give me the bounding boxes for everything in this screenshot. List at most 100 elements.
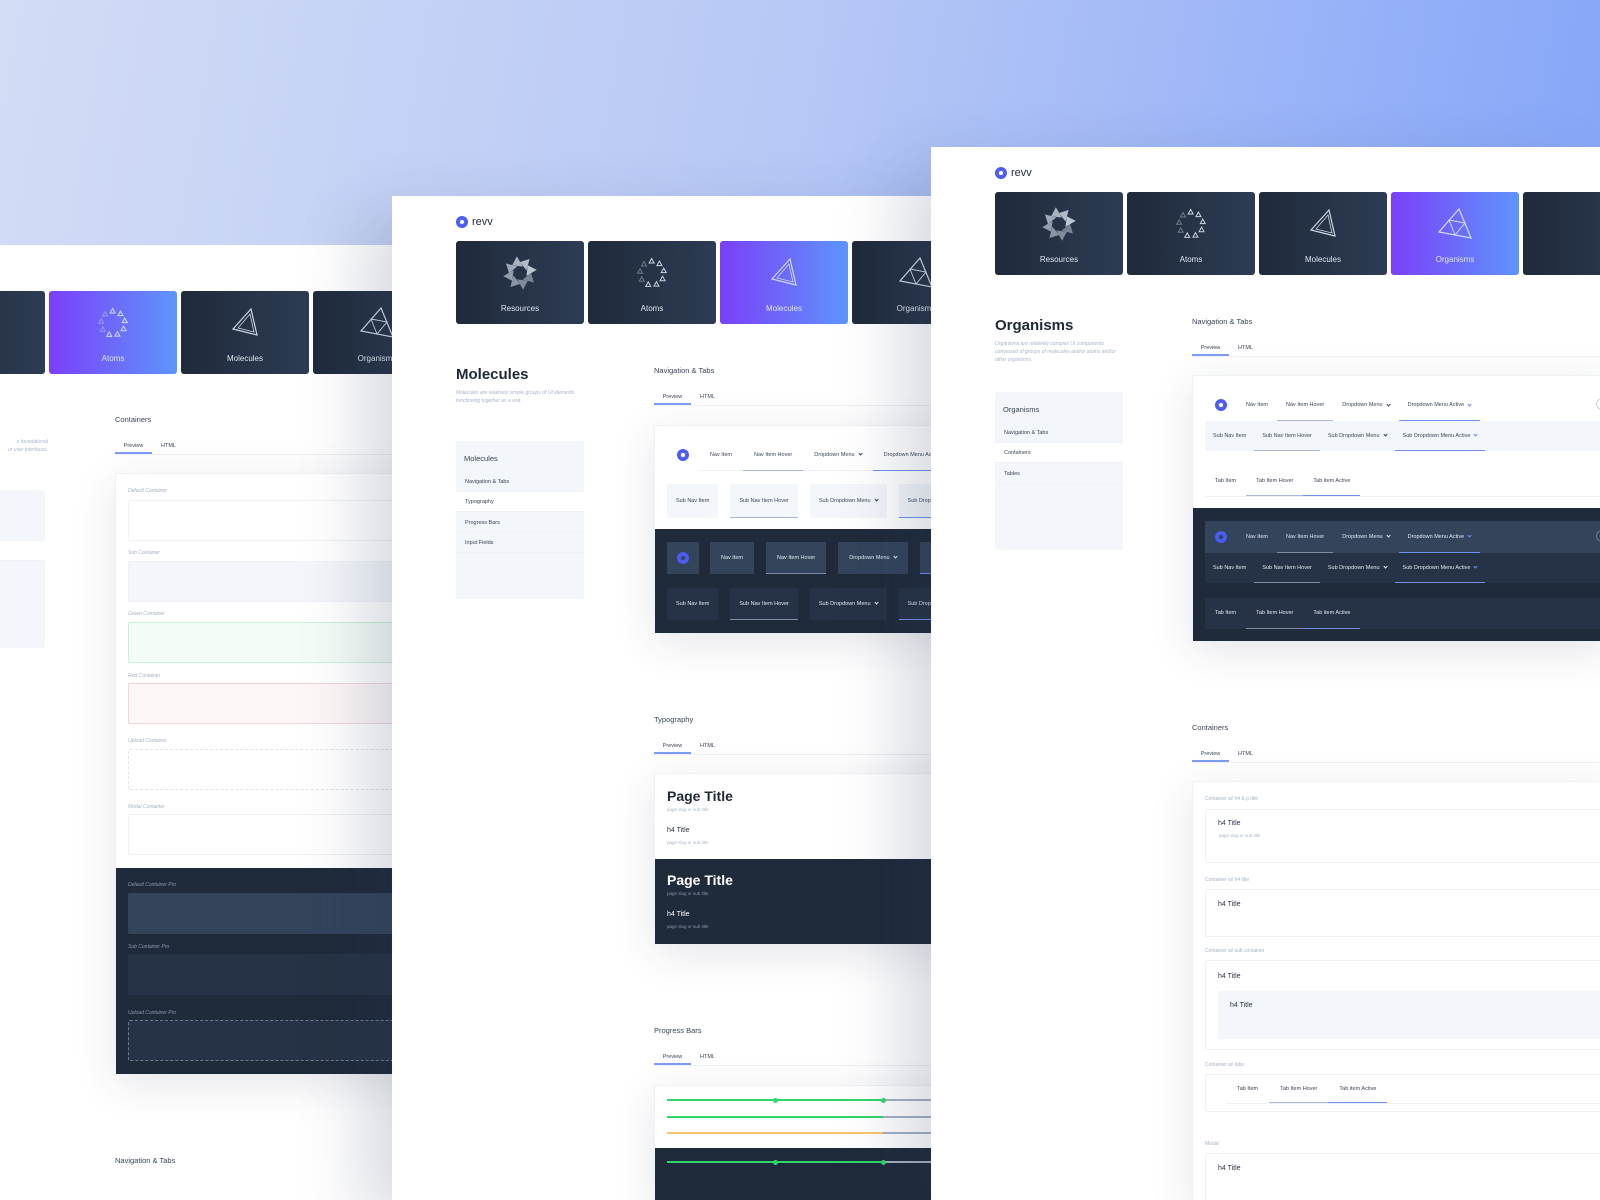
chevron-down-icon [1467,401,1472,407]
sub-nav-item-1[interactable]: Sub Nav Item Hover [1254,421,1320,451]
sub-nav-item-3[interactable]: Sub Dropdown Menu Active [898,588,931,620]
dark-nav-preview: Nav Item Nav Item Hover Dropdown Menu Dropd… [655,529,931,633]
category-card-molecules[interactable]: Molecules [181,291,309,374]
nav-item-3[interactable]: Dropdown Menu Active [1398,521,1481,553]
sub-nav-item-0[interactable]: Sub Nav Item [667,484,719,518]
sidebar-item-containers[interactable]: Containers [995,443,1123,463]
progress-bar [667,1132,931,1134]
sidebar: Organisms Navigation & Tabs Containers T… [995,392,1123,550]
tab-html[interactable]: HTML [1238,751,1253,757]
nav-item-1[interactable]: Nav Item Hover [743,439,804,471]
tab-item-2[interactable]: Tab item Active [1303,598,1361,629]
sub-nav-item-0[interactable]: Sub Nav Item [1205,553,1254,583]
logo-item[interactable] [1205,390,1237,421]
nav-item-1[interactable]: Nav Item Hover [766,542,827,574]
nav-item-2[interactable]: Dropdown Menu [1333,521,1398,553]
nav-item-3[interactable]: Dropdown Menu Active [1398,390,1481,421]
tab-preview[interactable]: Preview [654,392,691,405]
sub-nav-item-3[interactable]: Sub Dropdown Menu Active [1394,421,1486,451]
category-card-resources[interactable]: Resources [995,192,1123,275]
tab-html[interactable]: HTML [161,443,176,449]
petal-shape [526,265,537,276]
dark-containers: Default Container Pro Sub Container Pro … [116,868,392,1074]
sidebar-item-navigation-tabs[interactable]: Navigation & Tabs [456,472,584,492]
tab-item-0[interactable]: Tab Item [1205,598,1246,629]
modal-container [128,814,392,855]
sidebar-item-selected[interactable] [0,541,45,561]
description-line: ur user interfaces. [7,447,48,453]
nav-item-2[interactable]: Dropdown Menu [1333,390,1398,421]
nav-item-0[interactable]: Nav Item [699,439,744,471]
brand-logo[interactable]: revv [995,167,1032,179]
category-card-resources[interactable] [0,291,45,374]
sidebar-item-input-fields[interactable]: Input Fields [456,533,584,553]
sub-nav-item-2[interactable]: Sub Dropdown Menu [809,588,887,620]
tab-item-2[interactable]: Tab item Active [1328,1075,1388,1103]
sidebar-item-navigation-tabs[interactable]: Navigation & Tabs [995,423,1123,443]
category-card-atoms[interactable]: Atoms [588,241,716,324]
triangle-shape [1195,211,1202,218]
nav-item-label: Sub Dropdown Menu [818,497,871,504]
logo-item[interactable] [667,439,699,471]
sub-nav-item-3[interactable]: Sub Dropdown Menu Active [898,484,931,518]
category-card-organisms[interactable]: Organisms [852,241,931,324]
category-card-next[interactable] [1523,192,1600,275]
category-card-organisms[interactable]: Organisms [313,291,392,374]
sub-nav-item-1[interactable]: Sub Nav Item Hover [730,484,798,518]
category-card-resources[interactable]: Resources [456,241,584,324]
sidebar-item-tables[interactable]: Tables [995,464,1123,484]
nav-item-0[interactable]: Nav Item [1237,521,1277,553]
tab-html[interactable]: HTML [700,394,715,400]
tab-item-1[interactable]: Tab Item Hover [1269,1075,1329,1103]
nav-item-3[interactable]: Dropdown Menu Active [919,542,931,574]
default-container [128,500,392,541]
sub-nav-item-2[interactable]: Sub Dropdown Menu [809,484,887,518]
sub-nav-item-1[interactable]: Sub Nav Item Hover [1254,553,1320,583]
nav-item-0[interactable]: Nav Item [710,542,755,574]
logo-item[interactable] [667,542,699,574]
tab-item-1[interactable]: Tab Item Hover [1246,598,1304,629]
nav-item-1[interactable]: Nav Item Hover [1277,390,1334,421]
atoms-icon [1175,208,1207,238]
sidebar-item-typography[interactable]: Typography [456,492,584,512]
nav-item-1[interactable]: Nav Item Hover [1277,521,1334,553]
category-card-atoms[interactable]: Atoms [49,291,177,374]
slug-sample: page slug or sub title [667,840,709,845]
brand-logo[interactable]: revv [456,216,493,228]
sub-nav-item-1[interactable]: Sub Nav Item Hover [730,588,798,620]
tab-html[interactable]: HTML [700,743,715,749]
category-card-atoms[interactable]: Atoms [1127,192,1255,275]
sidebar-item-progress-bars[interactable]: Progress Bars [456,513,584,533]
tab-item-2[interactable]: Tab item Active [1303,466,1361,496]
tab-preview[interactable]: Preview [1192,749,1229,762]
nav-item-0[interactable]: Nav Item [1237,390,1277,421]
nav-item-2[interactable]: Dropdown Menu [803,439,873,471]
sub-nav-item-3[interactable]: Sub Dropdown Menu Active [1394,553,1486,583]
tab-html[interactable]: HTML [1238,345,1253,351]
sub-nav-bar-dark: Sub Nav Item Sub Nav Item Hover Sub Dropdo… [1205,553,1600,583]
sub-nav-item-0[interactable]: Sub Nav Item [667,588,719,620]
tab-preview[interactable]: Preview [654,1052,691,1065]
nav-item-3[interactable]: Dropdown Menu Active [872,439,931,471]
chevron-down-icon [892,554,898,559]
upload-container-pro[interactable] [128,1020,392,1061]
category-card-organisms[interactable]: Organisms [1391,192,1519,275]
brand-name: revv [1011,167,1032,179]
nav-item-label: Tab Item Hover [1280,1085,1318,1092]
triangle-shape [1437,207,1472,239]
tab-preview[interactable]: Preview [115,441,152,454]
logo-item[interactable] [1205,521,1237,553]
nav-item-2[interactable]: Dropdown Menu [838,542,908,574]
sub-nav-item-0[interactable]: Sub Nav Item [1205,421,1254,451]
tab-item-0[interactable]: Tab Item [1205,466,1246,496]
sub-nav-item-2[interactable]: Sub Dropdown Menu [1320,421,1395,451]
tab-html[interactable]: HTML [700,1054,715,1060]
tab-preview[interactable]: Preview [654,741,691,754]
upload-container[interactable] [128,749,392,790]
tab-item-1[interactable]: Tab Item Hover [1246,466,1304,496]
sub-nav-item-2[interactable]: Sub Dropdown Menu [1320,553,1395,583]
category-card-molecules[interactable]: Molecules [1259,192,1387,275]
tab-preview[interactable]: Preview [1192,343,1229,356]
tab-item-0[interactable]: Tab Item [1226,1075,1269,1103]
category-card-molecules[interactable]: Molecules [720,241,848,324]
